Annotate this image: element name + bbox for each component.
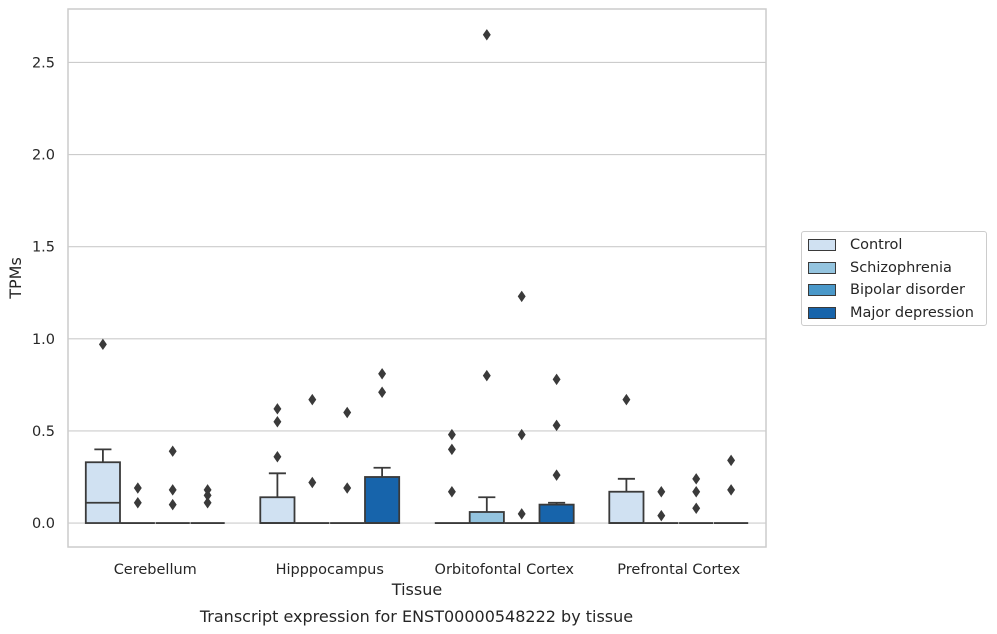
y-tick-label: 0.0 (32, 516, 55, 532)
outlier-point (273, 450, 282, 463)
outlier-point (692, 473, 701, 485)
box (259, 496, 296, 524)
outlier-point (168, 484, 177, 496)
legend-swatch-major-depression (808, 307, 836, 319)
legend-label-schizophrenia: Schizophrenia (850, 260, 952, 276)
plot-frame (67, 8, 767, 548)
outlier-point (203, 484, 212, 496)
legend-label-bipolar: Bipolar disorder (850, 282, 965, 298)
x-tick-label: Cerebellum (114, 562, 197, 578)
outlier-point (98, 338, 107, 351)
outlier-point (133, 482, 142, 494)
outlier-point (308, 393, 317, 406)
outlier-point (622, 393, 631, 406)
legend-item-bipolar: Bipolar disorder (808, 280, 965, 300)
outlier-point (378, 368, 387, 380)
legend-swatch-control (808, 239, 836, 251)
outlier-point (203, 497, 212, 509)
outlier-point (657, 509, 666, 522)
legend-item-control: Control (808, 235, 902, 255)
legend: Control Schizophrenia Bipolar disorder M… (801, 231, 987, 326)
outlier-point (168, 445, 177, 457)
outlier-point (517, 428, 526, 441)
outlier-point (482, 29, 491, 41)
outlier-point (517, 290, 526, 303)
legend-label-control: Control (850, 237, 903, 253)
box (608, 490, 645, 524)
chart-caption: Transcript expression for ENST0000054822… (199, 607, 634, 626)
box (468, 511, 505, 524)
legend-swatch-bipolar (808, 284, 836, 296)
legend-item-schizophrenia: Schizophrenia (808, 258, 952, 278)
outlier-point (517, 508, 526, 520)
outlier-point (133, 497, 142, 509)
outlier-point (692, 502, 701, 515)
x-axis-label: Tissue (391, 580, 442, 599)
outlier-point (552, 373, 561, 386)
outlier-point (692, 485, 701, 498)
outlier-point (273, 415, 282, 428)
x-tick-label: Prefrontal Cortex (617, 562, 740, 578)
outlier-point (447, 485, 456, 498)
outlier-point (447, 428, 456, 441)
y-tick-label: 0.5 (32, 424, 55, 440)
y-tick-label: 2.5 (32, 55, 55, 71)
outlier-point (552, 419, 561, 432)
x-tick-label: Orbitofontal Cortex (435, 562, 575, 578)
x-tick-label: Hipppocampus (276, 562, 384, 578)
y-tick-label: 1.0 (32, 332, 55, 348)
legend-swatch-schizophrenia (808, 262, 836, 274)
outlier-point (447, 443, 456, 456)
outlier-point (552, 469, 561, 481)
outlier-point (343, 406, 352, 419)
y-tick-label: 2.0 (32, 148, 55, 164)
legend-item-major-depression: Major depression (808, 303, 974, 323)
box (538, 503, 575, 524)
box (364, 476, 401, 524)
outlier-point (657, 485, 666, 498)
outlier-point (482, 369, 491, 382)
outlier-point (727, 454, 736, 467)
y-axis-label: TPMs (6, 257, 25, 300)
outlier-point (727, 484, 736, 496)
box (84, 461, 121, 524)
legend-label-major-depression: Major depression (850, 305, 974, 321)
outlier-point (378, 386, 387, 398)
outlier-point (343, 482, 352, 494)
y-tick-label: 1.5 (32, 240, 55, 256)
outlier-point (273, 403, 282, 415)
outlier-point (168, 498, 177, 511)
outlier-point (308, 476, 317, 489)
